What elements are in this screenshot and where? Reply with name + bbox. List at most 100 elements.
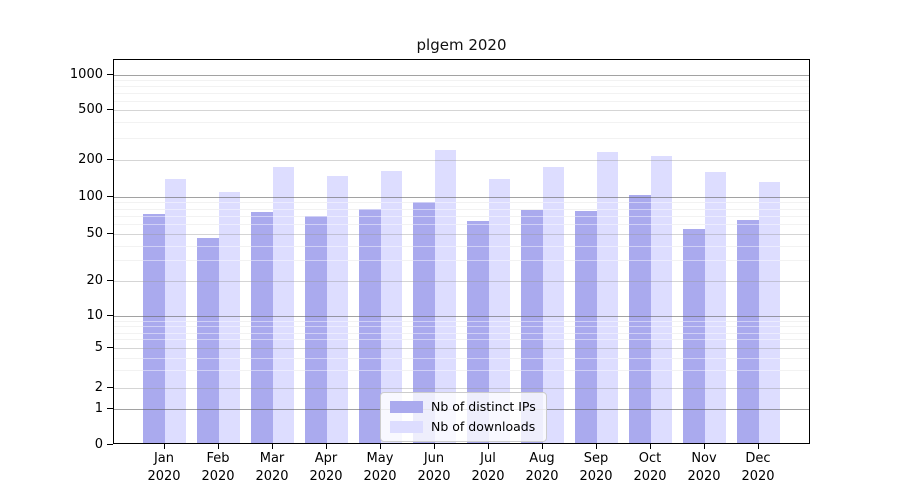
x-tick-jun [434,444,435,449]
minor-gridline-overlay [114,209,809,210]
gridline-5 [114,348,809,349]
minor-gridline-overlay [114,224,809,225]
minor-gridline-overlay [114,260,809,261]
x-tick-label-jun: Jun 2020 [417,451,451,484]
bar-downloads-sep [597,152,618,443]
y-tick-label-5: 5 [94,340,103,355]
legend-label-distinct-ips: Nb of distinct IPs [431,399,536,414]
minor-gridline [114,370,809,371]
minor-gridline [114,358,809,359]
bar-ips-aug [521,210,543,443]
gridline-500 [114,110,809,111]
minor-gridline [114,138,809,139]
x-tick-label-aug: Aug 2020 [525,451,559,484]
minor-gridline-overlay [114,80,809,81]
legend-swatch-distinct-ips [390,401,423,413]
bar-downloads-mar [273,167,294,443]
bar-downloads-dec [759,182,780,443]
y-tick-label-100: 100 [78,189,103,204]
bar-ips-jan [143,214,165,443]
y-tick-label-0: 0 [94,437,103,452]
x-tick-label-jul: Jul 2020 [471,451,505,484]
minor-gridline-overlay [114,202,809,203]
bar-ips-jul [467,221,489,443]
minor-gridline [114,224,809,225]
x-tick-label-nov: Nov 2020 [687,451,721,484]
gridline-20 [114,281,809,282]
bar-downloads-jan [165,179,186,443]
gridline-100 [114,197,809,198]
minor-gridline-overlay [114,122,809,123]
y-tick-200 [107,159,113,160]
x-tick-label-oct: Oct 2020 [633,451,667,484]
chart-title: plgem 2020 [416,36,507,54]
x-tick-label-jan: Jan 2020 [147,451,181,484]
x-tick-label-feb: Feb 2020 [201,451,235,484]
y-tick-1 [107,408,113,409]
bar-downloads-jun [435,150,456,443]
bar-ips-feb [197,238,219,443]
plot-area [113,59,810,444]
y-tick-label-500: 500 [78,102,103,117]
y-tick-5 [107,347,113,348]
y-tick-0 [107,444,113,445]
minor-gridline [114,86,809,87]
y-tick-10 [107,315,113,316]
minor-gridline [114,216,809,217]
y-tick-50 [107,233,113,234]
y-tick-label-50: 50 [86,226,103,241]
minor-gridline [114,202,809,203]
x-tick-jul [488,444,489,449]
minor-gridline-overlay [114,339,809,340]
bar-ips-may [359,209,381,443]
x-tick-jan [164,444,165,449]
bar-ips-mar [251,212,273,443]
legend: Nb of distinct IPs Nb of downloads [380,392,547,442]
bar-downloads-may [381,171,402,443]
y-tick-label-1000: 1000 [69,67,103,82]
minor-gridline [114,339,809,340]
minor-gridline-overlay [114,138,809,139]
gridline-50 [114,234,809,235]
minor-gridline-overlay [114,86,809,87]
y-tick-20 [107,280,113,281]
y-tick-100 [107,196,113,197]
minor-gridline-overlay [114,358,809,359]
minor-gridline [114,101,809,102]
gridline-200 [114,160,809,161]
minor-gridline [114,80,809,81]
x-tick-may [380,444,381,449]
y-tick-label-20: 20 [86,273,103,288]
legend-label-downloads: Nb of downloads [431,419,536,434]
x-tick-label-sep: Sep 2020 [579,451,613,484]
minor-gridline-overlay [114,370,809,371]
minor-gridline [114,93,809,94]
minor-gridline [114,209,809,210]
y-tick-1000 [107,74,113,75]
minor-gridline [114,260,809,261]
bar-ips-sep [575,211,597,443]
legend-item-distinct-ips: Nb of distinct IPs [390,399,536,415]
y-tick-label-1: 1 [94,401,103,416]
minor-gridline-overlay [114,216,809,217]
minor-gridline [114,122,809,123]
minor-gridline-overlay [114,93,809,94]
bar-ips-nov [683,229,705,443]
minor-gridline-overlay [114,333,809,334]
y-tick-2 [107,387,113,388]
minor-gridline [114,246,809,247]
bar-downloads-jul [489,179,510,443]
minor-gridline-overlay [114,246,809,247]
x-tick-aug [542,444,543,449]
y-tick-label-2: 2 [94,380,103,395]
x-tick-nov [704,444,705,449]
bar-downloads-apr [327,176,348,443]
y-tick-label-200: 200 [78,152,103,167]
minor-gridline [114,333,809,334]
y-tick-500 [107,109,113,110]
x-tick-sep [596,444,597,449]
minor-gridline-overlay [114,326,809,327]
x-tick-label-may: May 2020 [363,451,397,484]
x-tick-mar [272,444,273,449]
bar-downloads-oct [651,156,672,443]
